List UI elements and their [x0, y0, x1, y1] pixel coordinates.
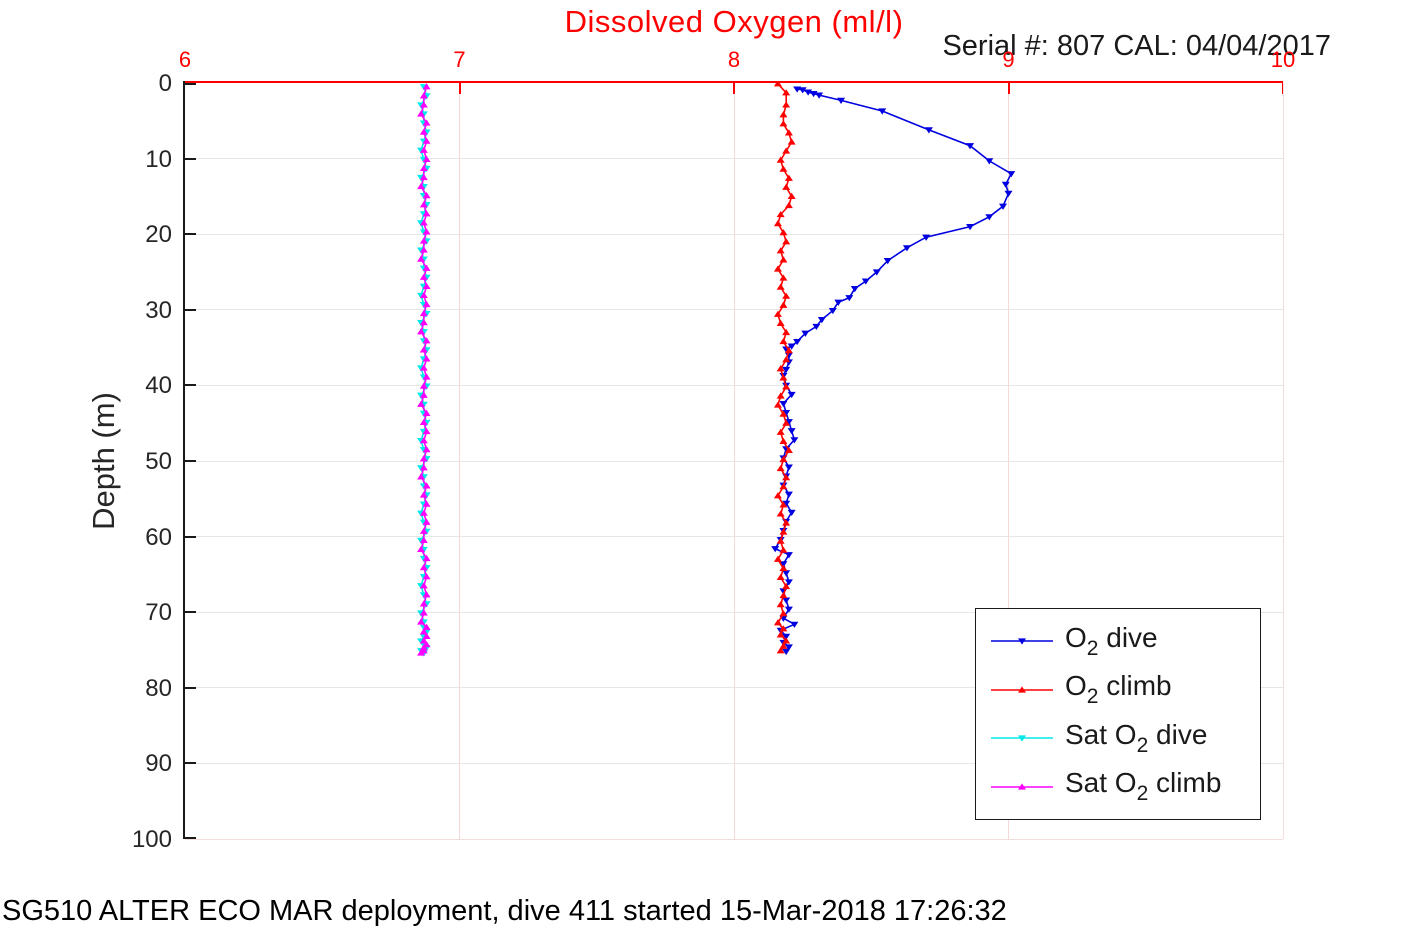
y-tick-mark [185, 611, 196, 614]
legend-label: O2 dive [1065, 621, 1158, 660]
x-tick-label: 8 [727, 47, 741, 72]
y-tick-label: 40 [145, 372, 172, 400]
serial-cal-annotation: Serial #: 807 CAL: 04/04/2017 [942, 30, 1331, 62]
legend-label: Sat O2 climb [1065, 767, 1222, 806]
gridline-vertical [733, 83, 735, 839]
legend-item-sat-o2-dive: Sat O2 dive [976, 719, 1260, 758]
x-tick-label: 7 [453, 47, 466, 72]
x-axis-line [185, 81, 1283, 83]
legend-swatch [991, 638, 1053, 645]
legend-label: Sat O2 dive [1065, 718, 1208, 757]
legend-item-sat-o2-climb: Sat O2 climb [976, 767, 1260, 806]
y-tick-label: 60 [145, 523, 172, 551]
y-axis-line [183, 81, 185, 839]
legend-swatch [991, 686, 1053, 693]
series-markers-sat-o2-dive [417, 84, 431, 657]
legend-item-o2-dive: O2 dive [976, 622, 1260, 661]
y-tick-mark [185, 762, 196, 765]
x-tick-label: 9 [1002, 47, 1015, 72]
y-tick-mark [185, 837, 196, 839]
y-tick-label: 10 [145, 145, 172, 173]
x-tick-mark [1007, 83, 1010, 94]
y-tick-label: 100 [131, 826, 172, 853]
y-tick-label: 80 [145, 674, 172, 702]
y-tick-mark [185, 535, 196, 538]
y-tick-label: 30 [145, 296, 172, 324]
grid-layer [185, 83, 1283, 839]
legend-item-o2-climb: O2 climb [976, 670, 1260, 709]
figure-caption: SG510 ALTER ECO MAR deployment, dive 411… [2, 895, 1007, 927]
y-tick-mark [185, 233, 196, 236]
legend-label: O2 climb [1065, 670, 1172, 709]
gridline-vertical [459, 83, 460, 839]
y-tick-mark [185, 686, 196, 689]
y-tick-mark [185, 308, 196, 311]
y-tick-mark [185, 157, 196, 160]
x-tick-label: 10 [1270, 47, 1296, 72]
y-tick-mark [185, 83, 196, 85]
y-tick-label: 70 [145, 599, 172, 627]
x-tick-mark [733, 83, 735, 94]
y-tick-label: 20 [145, 221, 172, 249]
series-layer [417, 83, 1016, 657]
x-tick-label: 6 [178, 47, 192, 72]
y-tick-label: 50 [145, 448, 172, 475]
chart-title: Dissolved Oxygen (ml/l) [564, 4, 904, 39]
y-tick-label: 90 [145, 750, 172, 778]
series-markers-sat-o2-climb [417, 83, 431, 656]
legend: O2 dive O2 climb Sat O2 dive Sat O2 climb [975, 608, 1261, 820]
legend-swatch [991, 735, 1053, 742]
series-markers-o2-climb [773, 83, 796, 654]
plot-frame-bottom [185, 839, 1283, 840]
y-tick-label: 0 [158, 70, 172, 97]
gridline-vertical [1008, 83, 1009, 839]
y-tick-mark [185, 460, 196, 462]
plot-area [183, 81, 1284, 840]
x-tick-mark [458, 83, 461, 94]
legend-swatch [991, 783, 1053, 790]
plot-frame-right [1283, 83, 1284, 839]
y-tick-mark [185, 384, 196, 387]
